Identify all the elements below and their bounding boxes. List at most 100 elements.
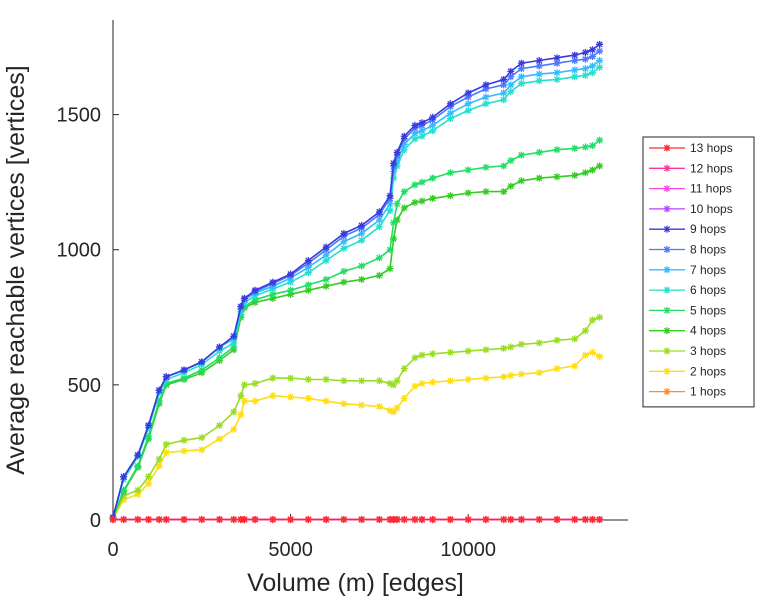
data-point	[418, 127, 426, 135]
data-point	[464, 189, 472, 197]
data-point	[464, 100, 472, 108]
data-point	[429, 121, 437, 129]
data-point	[581, 143, 589, 151]
y-tick-label: 1500	[57, 105, 102, 127]
data-point	[507, 81, 515, 89]
data-point	[134, 515, 142, 523]
series-line	[112, 139, 601, 518]
data-point	[581, 169, 589, 177]
data-point	[571, 57, 579, 65]
data-point	[400, 188, 408, 196]
data-point	[535, 57, 543, 65]
data-point	[180, 366, 188, 374]
data-point	[429, 194, 437, 202]
data-point	[251, 296, 259, 304]
data-point	[571, 515, 579, 523]
data-point	[411, 354, 419, 362]
data-point	[581, 48, 589, 56]
data-point	[596, 40, 604, 48]
data-point	[588, 166, 596, 174]
data-point	[322, 282, 330, 290]
data-point	[240, 515, 248, 523]
data-point	[240, 294, 248, 302]
legend-marker-icon	[663, 327, 671, 335]
data-point	[198, 366, 206, 374]
data-point	[269, 294, 277, 302]
data-point	[535, 369, 543, 377]
data-point	[464, 166, 472, 174]
legend-label: 8 hops	[690, 243, 726, 257]
data-point	[390, 515, 398, 523]
data-point	[390, 159, 398, 167]
data-point	[411, 181, 419, 189]
data-point	[500, 373, 508, 381]
legend-marker-icon	[663, 185, 671, 193]
data-point	[596, 515, 604, 523]
data-point	[500, 75, 508, 83]
data-point	[375, 271, 383, 279]
data-point	[596, 162, 604, 170]
legend-marker-icon	[663, 164, 671, 172]
series-2-hops	[109, 348, 604, 523]
data-point	[230, 408, 238, 416]
data-point	[134, 451, 142, 459]
data-point	[553, 59, 561, 67]
data-point	[386, 515, 394, 523]
data-point	[507, 73, 515, 81]
data-point	[500, 81, 508, 89]
data-point	[145, 421, 153, 429]
data-point	[230, 343, 238, 351]
legend-marker-icon	[663, 367, 671, 375]
data-point	[588, 69, 596, 77]
y-tick-label: 500	[68, 375, 101, 397]
data-point	[358, 236, 366, 244]
data-point	[393, 157, 401, 165]
data-point	[240, 397, 248, 405]
data-point	[535, 174, 543, 182]
data-point	[162, 373, 170, 381]
legend-entry: 10 hops	[649, 202, 733, 216]
legend-entry: 4 hops	[649, 324, 726, 338]
data-point	[429, 515, 437, 523]
data-point	[287, 515, 295, 523]
data-point	[553, 515, 561, 523]
data-point	[162, 515, 170, 523]
data-point	[500, 344, 508, 352]
data-point	[393, 200, 401, 208]
data-point	[588, 316, 596, 324]
data-point	[216, 515, 224, 523]
data-point	[507, 343, 515, 351]
data-point	[581, 327, 589, 335]
data-point	[596, 313, 604, 321]
data-point	[464, 515, 472, 523]
legend-label: 9 hops	[690, 222, 726, 236]
data-point	[216, 354, 224, 362]
data-point	[464, 347, 472, 355]
data-point	[155, 515, 163, 523]
data-point	[553, 146, 561, 154]
y-axis-title: Average reachable vertices [vertices]	[2, 65, 30, 474]
data-point	[322, 251, 330, 259]
series-5-hops	[109, 136, 604, 521]
data-point	[446, 100, 454, 108]
series-line	[112, 50, 601, 518]
legend-entry: 5 hops	[649, 303, 726, 317]
legend-label: 4 hops	[690, 324, 726, 338]
data-point	[340, 278, 348, 286]
data-point	[340, 267, 348, 275]
data-point	[180, 436, 188, 444]
data-point	[145, 515, 153, 523]
legend-marker-icon	[663, 266, 671, 274]
data-point	[120, 515, 128, 523]
data-point	[358, 262, 366, 270]
data-point	[269, 392, 277, 400]
data-point	[418, 351, 426, 359]
legend-label: 10 hops	[690, 202, 733, 216]
data-point	[418, 132, 426, 140]
data-point	[180, 374, 188, 382]
data-point	[304, 394, 312, 402]
data-point	[155, 397, 163, 405]
data-point	[240, 302, 248, 310]
data-point	[418, 119, 426, 127]
data-point	[145, 473, 153, 481]
